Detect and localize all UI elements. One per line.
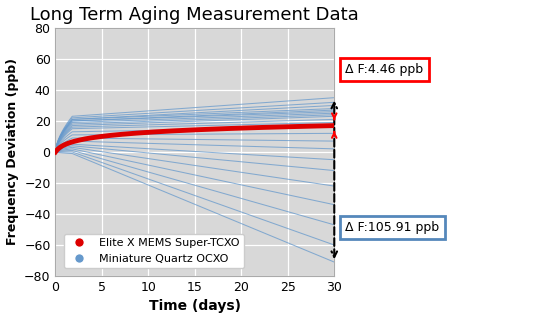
- Y-axis label: Frequency Deviation (ppb): Frequency Deviation (ppb): [6, 58, 19, 245]
- Legend: Elite X MEMS Super-TCXO, Miniature Quartz OCXO: Elite X MEMS Super-TCXO, Miniature Quart…: [64, 234, 244, 268]
- Text: Δ F:4.46 ppb: Δ F:4.46 ppb: [345, 63, 424, 76]
- X-axis label: Time (days): Time (days): [149, 300, 241, 314]
- Text: Δ F:105.91 ppb: Δ F:105.91 ppb: [345, 221, 439, 234]
- Title: Long Term Aging Measurement Data: Long Term Aging Measurement Data: [30, 5, 359, 24]
